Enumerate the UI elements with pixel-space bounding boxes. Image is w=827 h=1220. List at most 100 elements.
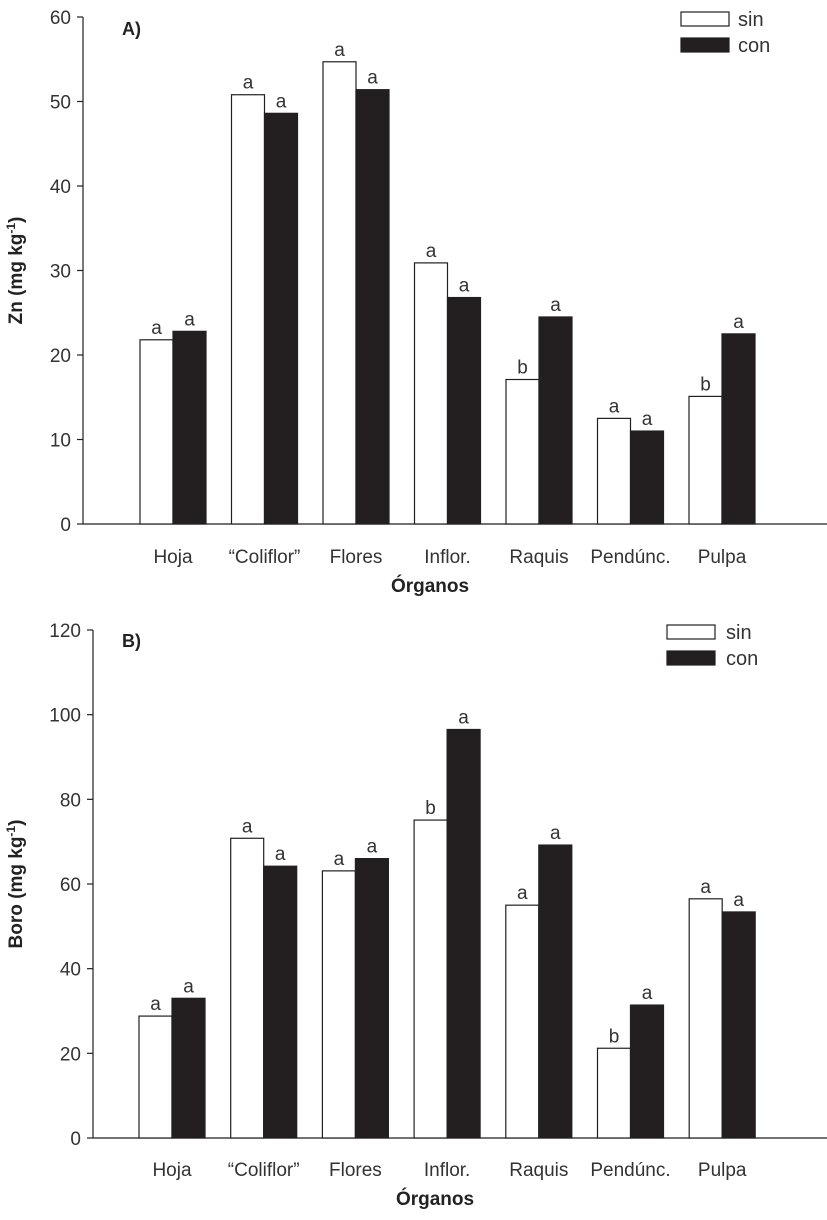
y-axis-title-superscript: -1: [4, 826, 18, 837]
significance-label: a: [733, 890, 744, 911]
y-tick-label: 40: [50, 177, 71, 198]
y-axis-title-superscript: -1: [4, 223, 18, 234]
bar-con: [263, 865, 298, 1139]
significance-label: b: [700, 374, 711, 395]
x-category-label: “Coliflor”: [229, 547, 301, 568]
x-category-label: “Coliflor”: [228, 1160, 300, 1181]
bar-con: [721, 911, 756, 1139]
bar-con: [538, 844, 573, 1139]
bar-con: [446, 296, 482, 525]
x-category-label: Hoja: [153, 547, 193, 568]
x-category-label: Raquis: [509, 547, 568, 568]
y-axis-title: Zn (mg kg-1): [4, 217, 27, 325]
bar-sin: [505, 378, 540, 525]
y-tick-label: 30: [50, 262, 71, 283]
legend-swatch-sin: [666, 624, 716, 640]
significance-label: a: [550, 295, 561, 316]
significance-label: a: [642, 409, 653, 430]
legend-swatch-sin: [680, 11, 730, 27]
x-axis-title: Órganos: [391, 575, 469, 597]
bar-con: [629, 430, 665, 525]
chart-panel-b: 0 20 40 60 80 100 120 B) Boro (mg kg-1) a a Hoja a a “…: [4, 621, 827, 1210]
y-tick-label: 60: [60, 875, 81, 896]
significance-label: a: [367, 68, 378, 89]
significance-label: a: [517, 883, 528, 904]
bar-con: [629, 1004, 665, 1139]
significance-label: a: [184, 309, 195, 330]
significance-label: a: [550, 823, 561, 844]
y-tick-label: 50: [50, 93, 71, 114]
bar-con: [171, 997, 206, 1139]
y-axis-title-end: ): [6, 217, 27, 223]
significance-label: a: [609, 396, 620, 417]
bar-sin: [322, 61, 357, 525]
x-category-label: Pulpa: [698, 1160, 747, 1181]
legend-label-sin: sin: [738, 9, 764, 31]
bar-sin: [413, 262, 449, 525]
x-category-label: Pendúnc.: [590, 547, 670, 568]
significance-label: a: [334, 849, 345, 870]
x-category-label: Flores: [329, 1160, 382, 1181]
y-axis-title-main: Zn (mg kg: [6, 234, 27, 325]
bar-sin: [413, 819, 448, 1139]
x-category-label: Pendúnc.: [590, 1160, 670, 1181]
y-tick-label: 40: [60, 960, 81, 981]
legend-label-sin: sin: [726, 622, 752, 644]
y-tick-label: 20: [50, 346, 71, 367]
significance-label: a: [458, 707, 469, 728]
legend-label-con: con: [726, 648, 758, 670]
bar-sin: [139, 339, 174, 525]
bar-sin: [138, 1015, 173, 1139]
significance-label: a: [183, 976, 194, 997]
significance-label: b: [517, 358, 528, 379]
significance-label: a: [334, 40, 345, 61]
significance-label: a: [242, 816, 253, 837]
legend: sin con: [666, 622, 758, 670]
significance-label: a: [151, 318, 162, 339]
x-category-label: Pulpa: [698, 547, 747, 568]
bar-sin: [505, 904, 540, 1139]
bar-sin: [688, 898, 723, 1139]
y-tick-label: 120: [49, 621, 81, 642]
panel-label: A): [122, 19, 141, 39]
y-tick-label: 20: [60, 1044, 81, 1065]
x-category-label: Flores: [330, 547, 383, 568]
significance-label: a: [367, 837, 378, 858]
bar-con: [538, 316, 573, 525]
x-category-label: Raquis: [509, 1160, 568, 1181]
chart-panel-a: 0 10 20 30 40 50 60 A) Zn (mg kg-1) a a Hoja a a “Coli…: [4, 8, 827, 597]
legend-swatch-con: [680, 37, 730, 53]
y-axis-title-end: ): [6, 820, 27, 826]
y-tick-label: 100: [49, 706, 81, 727]
x-axis-title: Órganos: [396, 1188, 474, 1210]
significance-label: b: [425, 798, 436, 819]
y-tick-label: 0: [70, 1129, 81, 1150]
significance-label: a: [275, 844, 286, 865]
bar-sin: [230, 837, 265, 1139]
y-axis-title-main: Boro (mg kg: [6, 837, 27, 949]
bar-sin: [321, 870, 356, 1139]
bar-sin: [596, 417, 632, 525]
significance-label: a: [243, 73, 254, 94]
y-tick-label: 80: [60, 790, 81, 811]
panel-label: B): [122, 631, 141, 651]
significance-label: a: [642, 983, 653, 1004]
y-tick-label: 0: [60, 515, 71, 536]
legend-swatch-con: [666, 650, 716, 666]
x-category-label: Inflor.: [424, 1160, 470, 1181]
bar-con: [446, 728, 481, 1139]
bar-con: [263, 112, 299, 525]
x-category-label: Inflor.: [424, 547, 470, 568]
legend-label-con: con: [738, 35, 770, 57]
legend: sin con: [680, 9, 770, 57]
significance-label: a: [276, 91, 287, 112]
y-tick-label: 10: [50, 431, 71, 452]
bar-sin: [230, 94, 266, 525]
bar-sin: [596, 1047, 632, 1139]
bar-con: [355, 89, 390, 525]
bar-con: [354, 857, 389, 1139]
significance-label: a: [426, 241, 437, 262]
bar-con: [721, 333, 756, 525]
significance-label: a: [459, 276, 470, 297]
